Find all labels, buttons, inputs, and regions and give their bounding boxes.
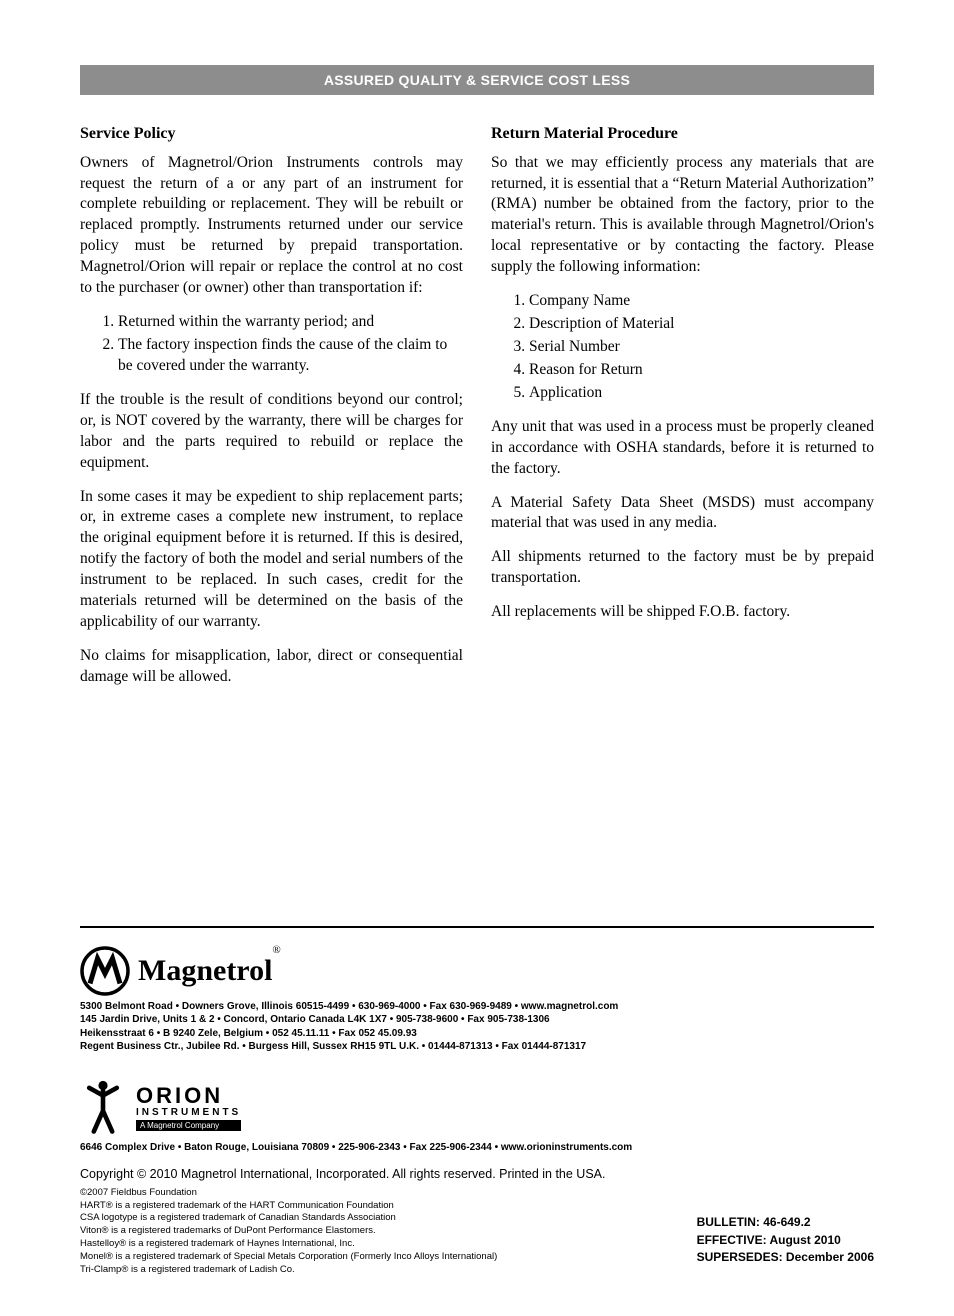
list-item: Returned within the warranty period; and [118,312,463,333]
address-line: Regent Business Ctr., Jubilee Rd. • Burg… [80,1040,874,1054]
trademark-line: Tri-Clamp® is a registered trademark of … [80,1264,497,1277]
body-paragraph: In some cases it may be expedient to shi… [80,487,463,633]
two-column-body: Service Policy Owners of Magnetrol/Orion… [80,123,874,701]
rma-info-list: Company Name Description of Material Ser… [491,291,874,404]
body-paragraph: All replacements will be shipped F.O.B. … [491,602,874,623]
list-item: Description of Material [529,314,874,335]
right-column: Return Material Procedure So that we may… [491,123,874,701]
body-paragraph: A Material Safety Data Sheet (MSDS) must… [491,493,874,535]
magnetrol-mark-icon [80,946,130,996]
orion-logo-block: ORION INSTRUMENTS A Magnetrol Company [80,1076,874,1138]
service-policy-heading: Service Policy [80,123,463,145]
registered-mark: ® [272,944,280,956]
body-paragraph: Owners of Magnetrol/Orion Instruments co… [80,153,463,299]
orion-figure-icon [80,1076,126,1138]
copyright-line: Copyright © 2010 Magnetrol International… [80,1167,874,1181]
address-line: 5300 Belmont Road • Downers Grove, Illin… [80,1000,874,1014]
warranty-conditions-list: Returned within the warranty period; and… [80,312,463,377]
magnetrol-wordmark: Magnetrol [138,954,272,987]
bulletin-number: BULLETIN: 46-649.2 [697,1214,874,1231]
trademark-line: CSA logotype is a registered trademark o… [80,1212,497,1225]
orion-subtitle: INSTRUMENTS [136,1107,241,1118]
banner-heading: ASSURED QUALITY & SERVICE COST LESS [80,65,874,95]
trademark-line: Viton® is a registered trademarks of DuP… [80,1225,497,1238]
orion-tagline: A Magnetrol Company [136,1120,241,1131]
left-column: Service Policy Owners of Magnetrol/Orion… [80,123,463,701]
magnetrol-addresses: 5300 Belmont Road • Downers Grove, Illin… [80,1000,874,1054]
list-item: Reason for Return [529,360,874,381]
footer-separator [80,926,874,928]
body-paragraph: So that we may efficiently process any m… [491,153,874,279]
trademark-line: Monel® is a registered trademark of Spec… [80,1251,497,1264]
return-procedure-heading: Return Material Procedure [491,123,874,145]
trademark-line: HART® is a registered trademark of the H… [80,1200,497,1213]
page: ASSURED QUALITY & SERVICE COST LESS Serv… [0,0,954,1316]
trademark-notices: ©2007 Fieldbus Foundation HART® is a reg… [80,1187,497,1277]
bulletin-effective: EFFECTIVE: August 2010 [697,1232,874,1249]
body-paragraph: Any unit that was used in a process must… [491,417,874,480]
bulletin-info: BULLETIN: 46-649.2 EFFECTIVE: August 201… [697,1214,874,1276]
magnetrol-logo-block: Magnetrol® 5300 Belmont Road • Downers G… [80,946,874,1054]
address-line: 145 Jardin Drive, Units 1 & 2 • Concord,… [80,1013,874,1027]
trademark-line: Hastelloy® is a registered trademark of … [80,1238,497,1251]
orion-wordmark: ORION [136,1083,241,1109]
body-paragraph: No claims for misapplication, labor, dir… [80,646,463,688]
list-item: Serial Number [529,337,874,358]
trademark-line: ©2007 Fieldbus Foundation [80,1187,497,1200]
list-item: Company Name [529,291,874,312]
footer-bottom-row: ©2007 Fieldbus Foundation HART® is a reg… [80,1181,874,1277]
orion-address: 6646 Complex Drive • Baton Rouge, Louisi… [80,1142,874,1153]
list-item: The factory inspection finds the cause o… [118,335,463,377]
orion-text: ORION INSTRUMENTS A Magnetrol Company [136,1083,241,1131]
body-paragraph: If the trouble is the result of conditio… [80,390,463,474]
bulletin-supersedes: SUPERSEDES: December 2006 [697,1249,874,1266]
magnetrol-logo: Magnetrol® [80,946,874,996]
body-paragraph: All shipments returned to the factory mu… [491,547,874,589]
list-item: Application [529,383,874,404]
address-line: Heikensstraat 6 • B 9240 Zele, Belgium •… [80,1027,874,1041]
